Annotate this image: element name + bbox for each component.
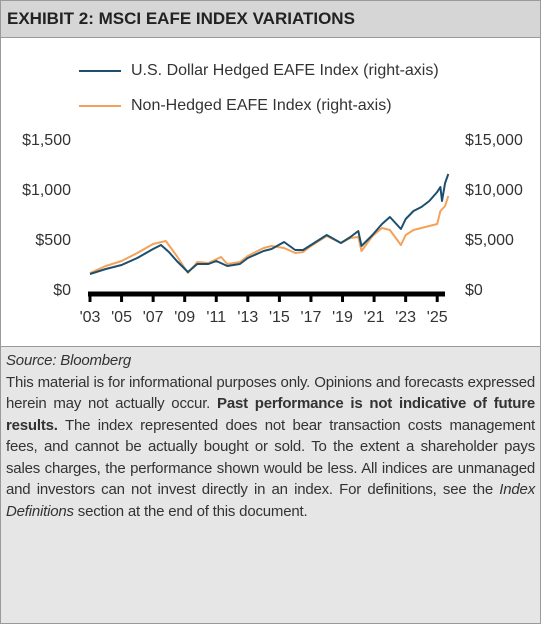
italic-text: Index Definitions <box>6 481 535 520</box>
series-line <box>89 173 450 275</box>
chart: U.S. Dollar Hedged EAFE Index (right-axi… <box>22 62 523 326</box>
text: section at the end of this document. <box>73 502 308 520</box>
disclaimer: This material is for informational purpo… <box>6 372 535 523</box>
y2-tick-label: $5,000 <box>465 232 514 249</box>
y-tick-label: $1,500 <box>22 132 71 149</box>
x-tick-label: '17 <box>301 309 322 326</box>
x-tick-label: '15 <box>269 309 290 326</box>
x-tick-label: '13 <box>237 309 258 326</box>
bold-text: Past performance is not indicative of fu… <box>6 395 535 434</box>
x-tick-label: '25 <box>427 309 448 326</box>
x-tick-label: '23 <box>395 309 416 326</box>
series-line <box>89 195 450 274</box>
source: Source: Bloomberg <box>6 352 132 369</box>
x-tick-label: '07 <box>143 309 164 326</box>
footer: Source: Bloomberg This material is for i… <box>1 346 540 623</box>
y2-tick-label: $0 <box>465 282 483 299</box>
x-tick-label: '09 <box>174 309 195 326</box>
y-tick-label: $0 <box>53 282 71 299</box>
y2-tick-label: $15,000 <box>465 132 523 149</box>
x-tick-label: '11 <box>206 309 226 326</box>
y-tick-label: $1,000 <box>22 182 71 199</box>
y2-tick-label: $10,000 <box>465 182 523 199</box>
chart-title: EXHIBIT 2: MSCI EAFE INDEX VARIATIONS <box>1 1 540 38</box>
text: This material is for informational purpo… <box>6 373 535 413</box>
legend-label: U.S. Dollar Hedged EAFE Index (right-axi… <box>131 62 439 79</box>
x-tick-label: '19 <box>332 309 353 326</box>
legend-label: Non-Hedged EAFE Index (right-axis) <box>131 97 392 114</box>
y-tick-label: $500 <box>35 232 71 249</box>
x-tick-label: '03 <box>80 309 101 326</box>
x-tick-label: '21 <box>364 309 385 326</box>
text: The index represented does not bear tran… <box>6 416 535 499</box>
x-tick-label: '05 <box>111 309 132 326</box>
